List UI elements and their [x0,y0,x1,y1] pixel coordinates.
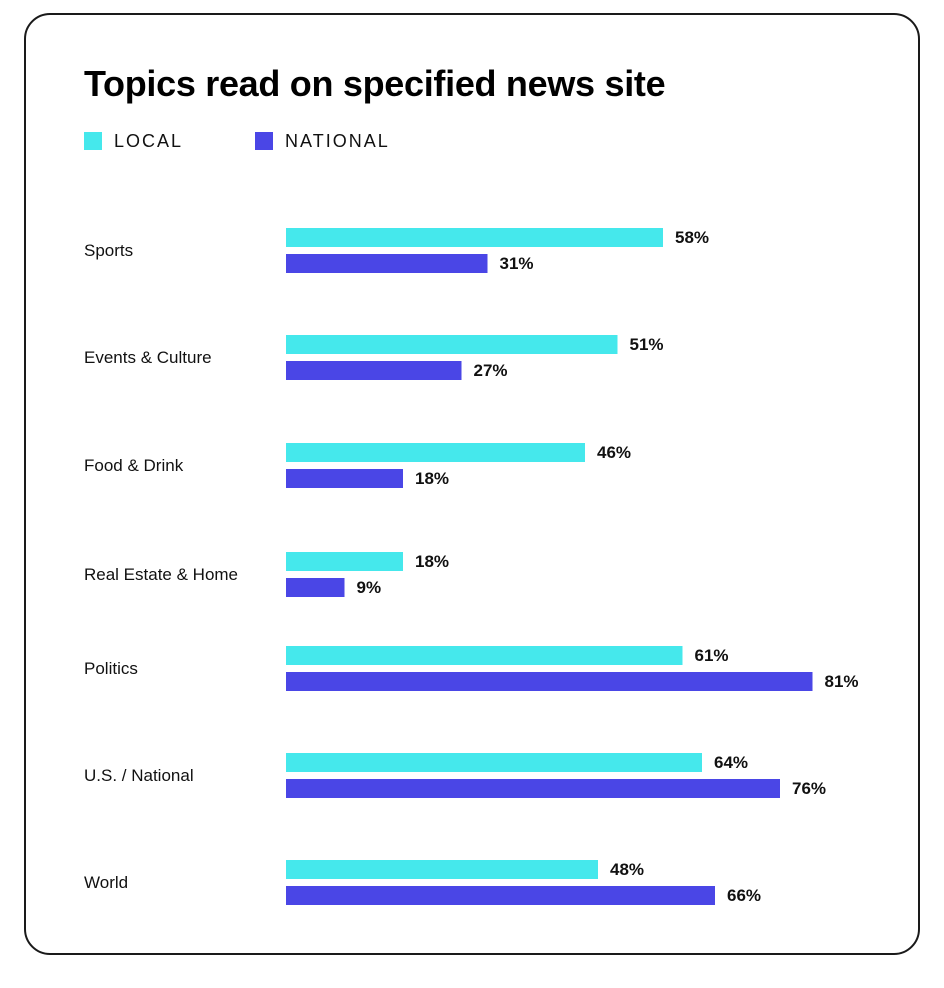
legend-label-national: NATIONAL [285,130,390,151]
bar-group-events-culture: Events & Culture 51% 27% [84,335,664,380]
chart-legend: LOCAL NATIONAL [84,128,390,154]
bar-national-events-culture [286,361,462,380]
bar-group-sports: Sports 58% 31% [84,228,709,273]
value-label-local-u-s-national: 64% [714,753,748,772]
bar-national-sports [286,254,488,273]
bar-group-food-drink: Food & Drink 46% 18% [84,443,631,488]
bar-local-events-culture [286,335,618,354]
value-label-national-politics: 81% [825,672,859,691]
bar-group-u-s-national: U.S. / National 64% 76% [84,753,826,798]
value-label-national-events-culture: 27% [474,361,508,380]
category-label-world: World [84,873,128,892]
category-label-u-s-national: U.S. / National [84,766,194,785]
legend-item-local: LOCAL [84,131,183,152]
bar-local-politics [286,646,683,665]
legend-swatch-local [84,132,102,150]
value-label-local-events-culture: 51% [630,335,664,354]
bar-local-sports [286,228,663,247]
value-label-local-sports: 58% [675,228,709,247]
category-label-food-drink: Food & Drink [84,456,184,475]
bar-group-politics: Politics 61% 81% [84,646,859,691]
bar-local-u-s-national [286,753,702,772]
bar-group-real-estate-home: Real Estate & Home 18% 9% [84,552,449,597]
category-label-politics: Politics [84,659,138,678]
value-label-local-food-drink: 46% [597,443,631,462]
legend-swatch-national [255,132,274,150]
bar-national-real-estate-home [286,578,345,597]
category-label-real-estate-home: Real Estate & Home [84,565,238,584]
value-label-national-u-s-national: 76% [792,779,826,798]
chart-title: Topics read on specified news site [84,63,666,104]
value-label-national-real-estate-home: 9% [357,578,382,597]
value-label-national-sports: 31% [500,254,534,273]
bar-group-world: World 48% 66% [84,860,761,905]
bar-national-politics [286,672,813,691]
value-label-national-world: 66% [727,886,761,905]
category-label-sports: Sports [84,241,133,260]
bar-national-food-drink [286,469,403,488]
legend-label-local: LOCAL [114,130,184,151]
bar-national-world [286,886,715,905]
value-label-local-world: 48% [610,860,644,879]
value-label-local-real-estate-home: 18% [415,552,449,571]
bar-local-food-drink [286,443,585,462]
value-label-national-food-drink: 18% [415,469,449,488]
legend-item-national: NATIONAL [255,131,390,152]
category-label-events-culture: Events & Culture [84,348,212,367]
bar-national-u-s-national [286,779,780,798]
value-label-local-politics: 61% [695,646,729,665]
bar-local-world [286,860,598,879]
bar-local-real-estate-home [286,552,403,571]
